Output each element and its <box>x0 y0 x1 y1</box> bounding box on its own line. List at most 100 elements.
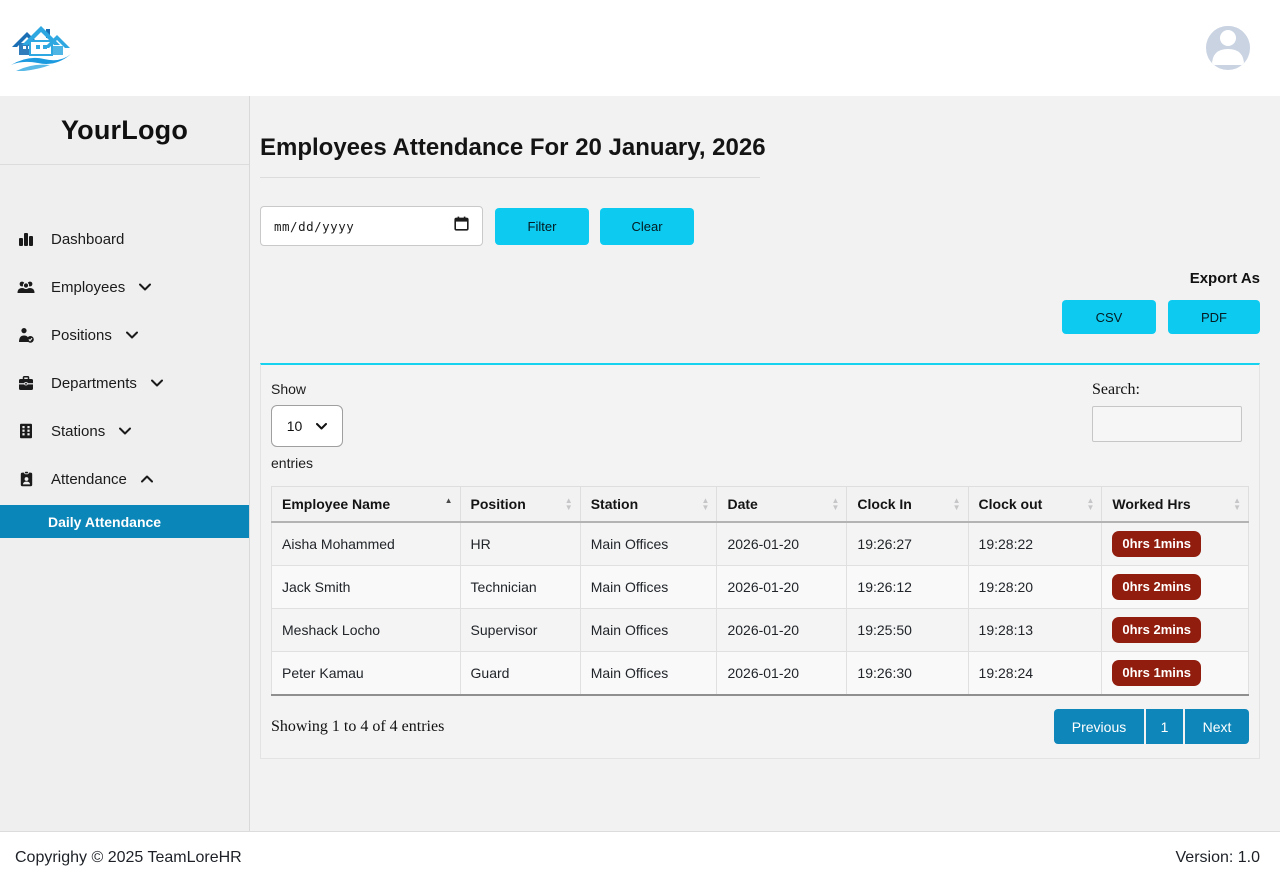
top-header <box>0 0 1280 96</box>
page-title: Employees Attendance For 20 January, 202… <box>260 134 766 161</box>
sidebar-item-attendance[interactable]: Attendance <box>0 455 249 503</box>
cell-employee-name: Jack Smith <box>271 565 461 609</box>
sort-icons: ▲ ▼ <box>1233 496 1241 512</box>
export-buttons: CSV PDF <box>1062 300 1260 334</box>
column-header-clock-in[interactable]: Clock In ▲ ▼ <box>846 486 969 523</box>
page-size-value: 10 <box>286 418 303 434</box>
title-divider <box>260 177 760 178</box>
column-header-station[interactable]: Station ▲ ▼ <box>579 486 718 523</box>
sort-icons: ▲ ▼ <box>564 496 573 512</box>
date-placeholder: mm/dd/yyyy <box>274 218 355 234</box>
sort-icons: ▲ ▼ <box>952 496 961 512</box>
table-row: Peter Kamau Guard Main Offices 2026-01-2… <box>271 651 1249 696</box>
column-header-clock-out[interactable]: Clock out ▲ ▼ <box>967 486 1103 523</box>
copyright-text: Copyrighy © 2025 TeamLoreHR <box>15 848 242 866</box>
sidebar-nav: Dashboard Employees <box>0 215 249 503</box>
sidebar-item-departments[interactable]: Departments <box>0 359 249 407</box>
sort-icons: ▲ ▼ <box>701 496 710 512</box>
sidebar-item-label: Stations <box>51 422 106 440</box>
submenu-label: Daily Attendance <box>48 513 162 530</box>
next-page-button[interactable]: Next <box>1185 709 1249 744</box>
page-number-button[interactable]: 1 <box>1146 709 1183 744</box>
worked-hours-badge: 0hrs 2mins <box>1112 617 1202 643</box>
chevron-down-icon <box>150 379 163 387</box>
cell-employee-name: Aisha Mohammed <box>271 521 461 566</box>
briefcase-icon <box>16 375 36 391</box>
cell-worked-hrs: 0hrs 2mins <box>1101 565 1249 609</box>
cell-worked-hrs: 0hrs 1mins <box>1101 521 1249 566</box>
worked-hours-badge: 0hrs 2mins <box>1112 574 1202 600</box>
date-input[interactable]: mm/dd/yyyy <box>260 206 483 246</box>
table-row: Meshack Locho Supervisor Main Offices 20… <box>271 608 1249 652</box>
column-header-worked-hrs[interactable]: Worked Hrs ▲ ▼ <box>1101 486 1249 523</box>
page-footer: Copyrighy © 2025 TeamLoreHR Version: 1.0 <box>0 831 1280 883</box>
sort-icons: ▲ ▼ <box>1086 496 1095 512</box>
search-input[interactable] <box>1092 406 1242 442</box>
cell-worked-hrs: 0hrs 1mins <box>1101 651 1249 696</box>
calendar-icon <box>454 216 469 236</box>
attendance-table: Employee Name ▲▼ Position ▲▼ Station ▲▼ <box>271 486 1249 696</box>
page-size-select[interactable]: 10 <box>271 405 343 447</box>
search-label: Search: <box>1092 381 1140 398</box>
chevron-down-icon <box>125 331 138 339</box>
sidebar-item-label: Positions <box>51 326 112 344</box>
content-row: YourLogo Dashboard <box>0 96 1280 831</box>
previous-page-button[interactable]: Previous <box>1054 709 1144 744</box>
sidebar-item-stations[interactable]: Stations <box>0 407 249 455</box>
clear-button[interactable]: Clear <box>600 207 694 245</box>
table-row: Jack Smith Technician Main Offices 2026-… <box>271 565 1249 609</box>
cell-station: Main Offices <box>579 651 718 696</box>
cell-station: Main Offices <box>579 608 718 652</box>
table-footer: Showing 1 to 4 of 4 entries Previous 1 N… <box>271 709 1249 744</box>
export-as-label: Export As <box>1189 270 1260 287</box>
column-header-date[interactable]: Date ▲ ▼ <box>716 486 848 523</box>
export-block: Export As CSV PDF <box>260 270 1260 334</box>
sort-icons-asc: ▲▼ <box>444 496 453 505</box>
filter-button[interactable]: Filter <box>495 207 589 245</box>
user-avatar[interactable] <box>1206 26 1250 70</box>
sidebar-item-label: Attendance <box>51 470 127 488</box>
worked-hours-badge: 0hrs 1mins <box>1112 531 1202 557</box>
cell-clock-in: 19:26:30 <box>846 651 969 696</box>
cell-station: Main Offices <box>579 521 718 566</box>
cell-date: 2026-01-20 <box>716 565 848 609</box>
company-logo[interactable] <box>10 20 74 80</box>
cell-employee-name: Peter Kamau <box>271 651 461 696</box>
chevron-up-icon <box>140 475 153 483</box>
people-icon <box>16 279 36 295</box>
column-header-employee-name[interactable]: Employee Name ▲▼ <box>271 486 461 523</box>
sidebar: YourLogo Dashboard <box>0 96 250 831</box>
cell-position: Guard <box>459 651 581 696</box>
page-length-control: Show 10 entries <box>271 381 343 471</box>
sidebar-item-dashboard[interactable]: Dashboard <box>0 215 249 263</box>
cell-date: 2026-01-20 <box>716 651 848 696</box>
sidebar-item-label: Departments <box>51 374 137 392</box>
cell-position: Supervisor <box>459 608 581 652</box>
filter-row: mm/dd/yyyy Filter Clear <box>260 206 1260 246</box>
chevron-down-icon <box>139 283 152 291</box>
houses-logo-icon <box>10 26 72 82</box>
building-icon <box>16 423 36 439</box>
attendance-table-card: Show 10 entries Search: <box>260 363 1260 759</box>
sidebar-item-employees[interactable]: Employees <box>0 263 249 311</box>
cell-date: 2026-01-20 <box>716 521 848 566</box>
cell-position: HR <box>459 521 581 566</box>
column-header-position[interactable]: Position ▲ ▼ <box>459 486 581 523</box>
export-pdf-button[interactable]: PDF <box>1168 300 1260 334</box>
entries-summary: Showing 1 to 4 of 4 entries <box>271 717 445 735</box>
cell-worked-hrs: 0hrs 2mins <box>1101 608 1249 652</box>
chevron-down-icon <box>316 422 328 430</box>
show-label: Show <box>271 381 307 397</box>
sidebar-item-daily-attendance[interactable]: Daily Attendance <box>0 505 249 538</box>
cell-clock-in: 19:26:27 <box>846 521 969 566</box>
worked-hours-badge: 0hrs 1mins <box>1112 660 1202 686</box>
table-header-row: Employee Name ▲▼ Position ▲▼ Station ▲▼ <box>271 486 1249 523</box>
entries-label: entries <box>271 455 314 471</box>
cell-clock-in: 19:25:50 <box>846 608 969 652</box>
export-csv-button[interactable]: CSV <box>1062 300 1156 334</box>
version-text: Version: 1.0 <box>1175 848 1261 866</box>
sidebar-item-positions[interactable]: Positions <box>0 311 249 359</box>
table-row: Aisha Mohammed HR Main Offices 2026-01-2… <box>271 521 1249 566</box>
chevron-down-icon <box>119 427 132 435</box>
